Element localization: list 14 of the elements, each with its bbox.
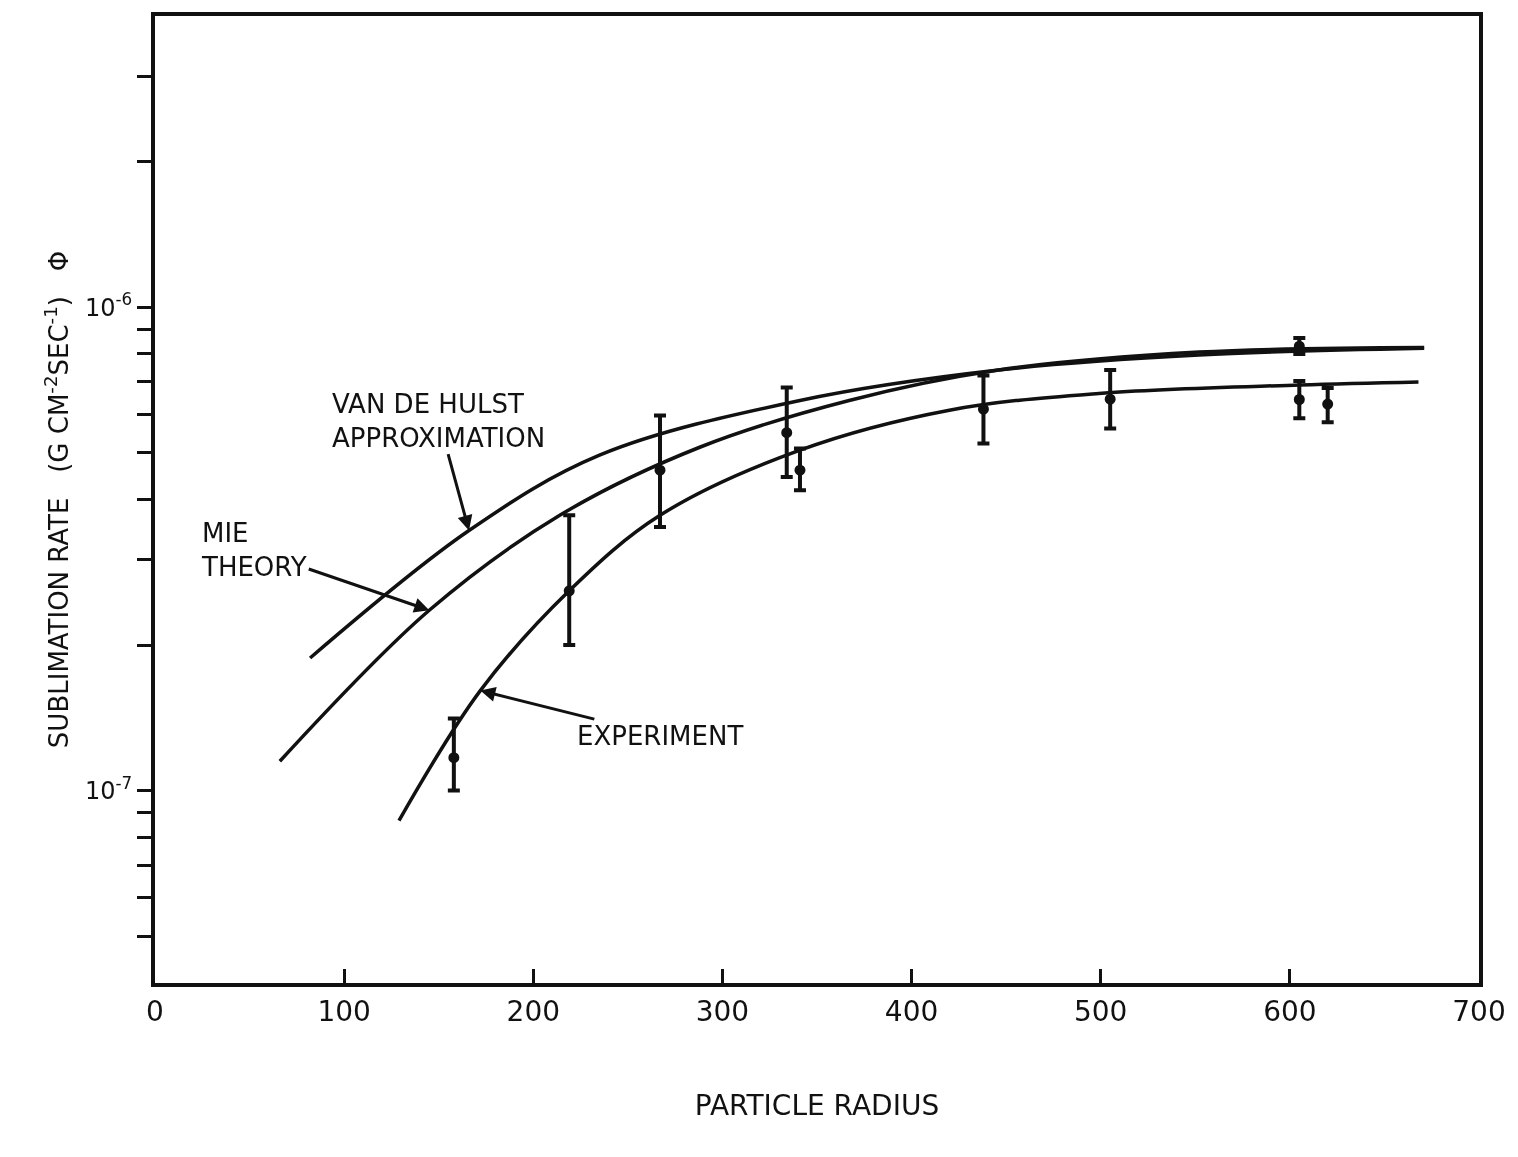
x-axis-title: PARTICLE RADIUS	[694, 1089, 940, 1123]
x-tick-label: 100	[317, 994, 371, 1028]
y-tick-label: 10$^{-6}$	[84, 289, 133, 322]
x-tick-label: 0	[146, 994, 164, 1028]
annotation: MIE THEORY	[201, 518, 307, 582]
x-tick-label: 500	[1073, 994, 1128, 1028]
annotation: VAN DE HULST APPROXIMATION	[332, 389, 546, 453]
y-tick-label: 10$^{-7}$	[84, 772, 133, 805]
x-tick-label: 400	[884, 994, 939, 1028]
x-tick-label: 600	[1263, 994, 1317, 1028]
x-tick-label: 200	[506, 994, 561, 1028]
x-tick-label: 700	[1452, 994, 1506, 1028]
annotation: EXPERIMENT	[577, 721, 744, 751]
x-tick-label: 300	[695, 994, 750, 1028]
